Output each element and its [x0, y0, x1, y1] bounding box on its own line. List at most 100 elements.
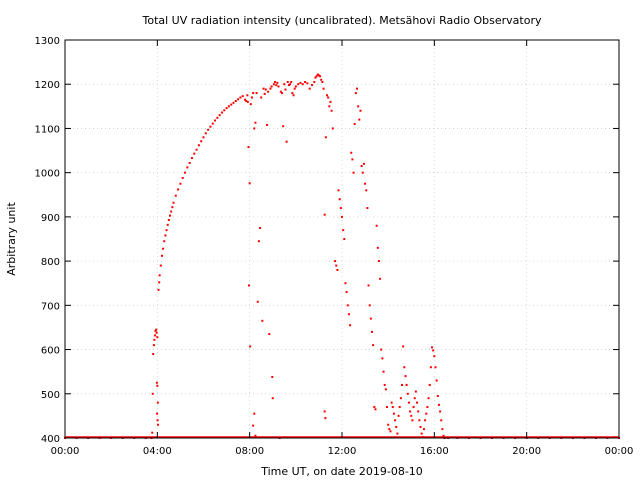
data-point — [329, 100, 332, 103]
data-point — [167, 218, 170, 221]
data-point — [387, 423, 390, 426]
data-point — [377, 260, 380, 263]
data-point — [195, 148, 198, 151]
y-tick-label: 900 — [41, 213, 60, 224]
data-point — [155, 328, 158, 331]
data-point — [291, 92, 294, 95]
data-point — [316, 73, 319, 76]
data-point — [350, 151, 353, 154]
data-point — [249, 345, 252, 348]
y-tick-label: 600 — [41, 346, 60, 357]
data-point — [397, 414, 400, 417]
data-point — [211, 122, 214, 125]
data-point — [227, 105, 230, 108]
data-point — [170, 210, 173, 213]
data-point — [364, 182, 367, 185]
data-point — [156, 401, 159, 404]
data-point — [301, 83, 304, 86]
data-point — [179, 182, 182, 185]
data-point — [335, 264, 338, 267]
y-tick-label: 800 — [41, 257, 60, 268]
data-point — [346, 304, 349, 307]
data-point — [163, 240, 166, 243]
data-point — [200, 140, 203, 143]
data-point — [388, 428, 391, 431]
data-point — [214, 119, 217, 122]
data-point — [169, 214, 172, 217]
data-point — [171, 206, 174, 209]
data-point — [246, 94, 249, 97]
data-point — [434, 366, 437, 369]
data-point — [347, 313, 350, 316]
data-point — [427, 397, 430, 400]
data-point — [216, 116, 219, 119]
y-tick-labels: 400 500 600 700 800 900 1000 1100 1200 1300 — [35, 36, 60, 445]
data-point — [389, 430, 392, 433]
data-point — [157, 288, 160, 291]
data-point — [323, 213, 326, 216]
data-point — [244, 98, 247, 101]
y-tick-label: 700 — [41, 301, 60, 312]
data-point — [317, 74, 320, 77]
data-point — [165, 229, 168, 232]
data-point — [398, 406, 401, 409]
data-point — [323, 410, 326, 413]
data-point — [420, 432, 423, 435]
data-point — [271, 375, 274, 378]
data-point — [315, 75, 318, 78]
x-tick-label: 08:00 — [235, 446, 264, 457]
data-point — [437, 403, 440, 406]
data-point — [359, 109, 362, 112]
data-point — [254, 434, 257, 437]
data-point — [190, 157, 193, 160]
data-point — [290, 81, 293, 84]
data-point — [269, 87, 272, 90]
data-point — [293, 87, 296, 90]
data-point — [416, 401, 419, 404]
data-point — [411, 419, 414, 422]
data-point — [343, 238, 346, 240]
data-point — [439, 410, 442, 413]
data-point — [324, 136, 327, 139]
data-point — [245, 100, 248, 103]
data-point — [405, 383, 408, 386]
data-point — [255, 92, 258, 95]
data-point — [374, 408, 377, 411]
data-point — [345, 291, 348, 294]
data-point — [152, 344, 155, 347]
y-tick-label: 1300 — [35, 36, 60, 47]
data-point — [188, 161, 191, 164]
data-point — [413, 397, 416, 400]
data-point — [362, 162, 365, 165]
x-tick-label: 04:00 — [143, 446, 172, 457]
data-point — [425, 412, 428, 415]
data-point — [197, 144, 200, 147]
data-point — [275, 84, 278, 87]
y-tick-label: 400 — [41, 434, 60, 445]
data-point — [209, 125, 212, 128]
data-point — [324, 417, 327, 420]
data-point — [152, 352, 155, 355]
data-point — [299, 81, 302, 84]
data-point — [287, 84, 290, 87]
data-point — [230, 103, 233, 106]
data-point — [151, 392, 154, 395]
data-point — [327, 96, 330, 99]
data-point — [158, 274, 161, 277]
data-point — [239, 96, 242, 99]
data-point — [402, 345, 405, 348]
data-point — [351, 158, 354, 161]
data-point — [256, 300, 259, 303]
data-point — [174, 194, 177, 197]
data-point — [158, 281, 161, 284]
data-point — [261, 319, 264, 322]
data-point — [376, 246, 379, 249]
data-point — [360, 165, 363, 168]
data-point — [218, 114, 221, 117]
data-point — [234, 100, 237, 103]
data-point — [440, 419, 443, 422]
data-point — [292, 94, 295, 97]
data-point — [384, 388, 387, 391]
data-point — [306, 82, 309, 85]
